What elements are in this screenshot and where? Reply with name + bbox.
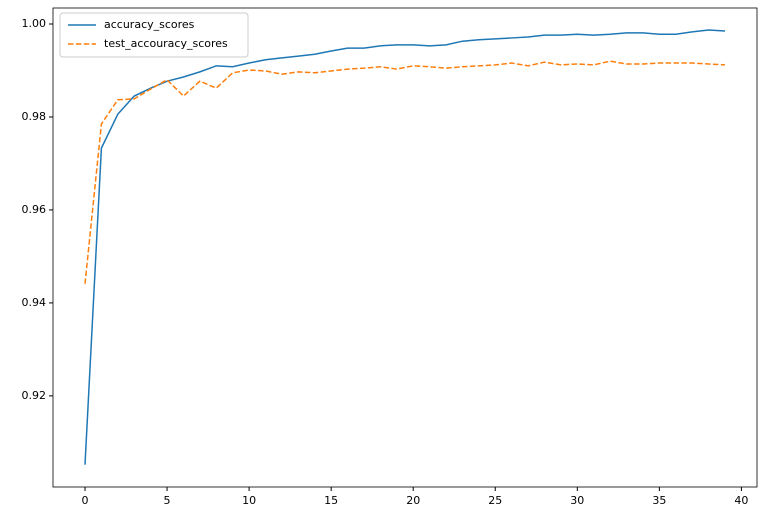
y-tick-label: 0.96 bbox=[22, 203, 47, 216]
legend-label: accuracy_scores bbox=[104, 18, 195, 31]
y-tick-label: 1.00 bbox=[22, 17, 47, 30]
x-tick-label: 15 bbox=[324, 494, 338, 507]
legend-label: test_accouracy_scores bbox=[104, 37, 228, 50]
plot-area bbox=[52, 7, 758, 488]
x-tick-label: 20 bbox=[406, 494, 420, 507]
x-tick-label: 25 bbox=[488, 494, 502, 507]
x-tick-label: 0 bbox=[82, 494, 89, 507]
x-tick-label: 40 bbox=[734, 494, 748, 507]
y-tick-label: 0.98 bbox=[22, 110, 47, 123]
x-tick-label: 10 bbox=[242, 494, 256, 507]
series-line bbox=[84, 29, 726, 465]
y-tick-label: 0.92 bbox=[22, 389, 47, 402]
y-tick-label: 0.94 bbox=[22, 296, 47, 309]
series-line bbox=[84, 60, 726, 284]
legend-box bbox=[59, 12, 249, 58]
x-tick-label: 30 bbox=[570, 494, 584, 507]
x-tick-label: 5 bbox=[164, 494, 171, 507]
x-tick-label: 35 bbox=[652, 494, 666, 507]
